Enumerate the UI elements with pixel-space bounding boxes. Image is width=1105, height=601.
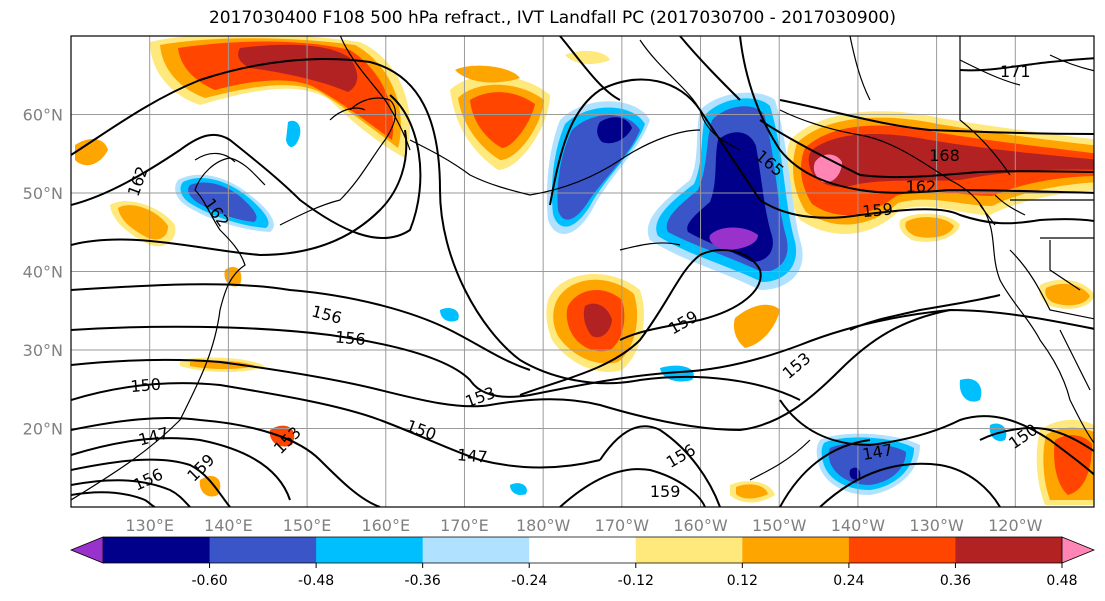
contour-label: 156 — [130, 464, 166, 494]
colorbar-extend-high — [1061, 536, 1096, 564]
lon-tick-label: 160°E — [361, 516, 410, 535]
contour-label: 159 — [650, 482, 681, 501]
colorbar-tick-label: -0.12 — [618, 573, 654, 589]
lon-tick-label: 170°E — [440, 516, 489, 535]
colorbar-tick-label: -0.48 — [298, 573, 334, 589]
contour-label: 156 — [334, 327, 366, 349]
colorbar-outline — [103, 536, 1062, 564]
colorbar-segment — [742, 537, 850, 563]
contour-label: 150 — [404, 416, 439, 444]
latitude-axis: 20°N 30°N 40°N 50°N 60°N — [23, 106, 63, 439]
colorbar-segment — [955, 537, 1063, 563]
map-title: 2017030400 F108 500 hPa refract., IVT La… — [208, 8, 896, 28]
colorbar-tick-label: -0.60 — [191, 573, 227, 589]
colorbar-tick-label: 0.36 — [940, 573, 971, 589]
contour-label: 171 — [1000, 62, 1031, 81]
contour-label: 150 — [130, 375, 162, 397]
colorbar-segment — [422, 537, 530, 563]
colorbar-segment — [209, 537, 317, 563]
lat-tick-label: 60°N — [23, 106, 63, 125]
graticule — [71, 36, 1094, 507]
contour-label: 168 — [929, 146, 960, 165]
lon-tick-label: 160°W — [673, 516, 728, 535]
lon-tick-label: 180°W — [516, 516, 571, 535]
lon-tick-label: 140°W — [831, 516, 886, 535]
contour-label: 156 — [310, 302, 344, 328]
contour-label: 153 — [779, 349, 815, 383]
colorbar-tick-label: -0.24 — [511, 573, 547, 589]
lat-tick-label: 50°N — [23, 184, 63, 203]
contour-label: 156 — [663, 440, 699, 472]
lon-tick-label: 150°E — [283, 516, 332, 535]
colorbar-tick-label: 0.48 — [1046, 573, 1077, 589]
longitude-axis: 130°E 140°E 150°E 160°E 170°E 180°W 170°W 160°W… — [125, 516, 1042, 535]
lon-tick-label: 130°W — [909, 516, 964, 535]
contour-label: 147 — [136, 423, 170, 449]
lat-tick-label: 30°N — [23, 341, 63, 360]
contour-label: 162 — [906, 177, 937, 196]
anomaly-shading — [75, 36, 1094, 505]
lat-tick-label: 40°N — [23, 263, 63, 282]
lon-tick-label: 140°E — [204, 516, 253, 535]
contour-label: 147 — [456, 445, 488, 467]
colorbar-segment — [635, 537, 743, 563]
lat-tick-label: 20°N — [23, 420, 63, 439]
lon-tick-label: 150°W — [752, 516, 807, 535]
colorbar-tick-label: 0.12 — [727, 573, 758, 589]
plot-frame — [70, 35, 1095, 508]
colorbar-segment — [103, 537, 211, 563]
lon-tick-label: 170°W — [595, 516, 650, 535]
contour-label: 159 — [665, 307, 701, 339]
coastlines — [71, 36, 1094, 501]
colorbar-tick-label: -0.36 — [405, 573, 441, 589]
contour-label: 150 — [1005, 420, 1041, 453]
colorbar-segment — [848, 537, 956, 563]
colorbar-segment — [316, 537, 424, 563]
lon-tick-label: 130°E — [125, 516, 174, 535]
contour-label: 159 — [862, 199, 894, 221]
refractivity-contours — [71, 36, 1094, 507]
colorbar-extend-low — [69, 536, 104, 564]
colorbar-segment — [529, 537, 637, 563]
contour-label: 162 — [124, 164, 152, 199]
colorbar-tick-label: 0.24 — [833, 573, 864, 589]
lon-tick-label: 120°W — [988, 516, 1043, 535]
colorbar: -0.60 -0.48 -0.36 -0.24 -0.12 0.12 0.24 0.36 0.4… — [69, 536, 1096, 589]
contour-label: 153 — [463, 383, 498, 411]
